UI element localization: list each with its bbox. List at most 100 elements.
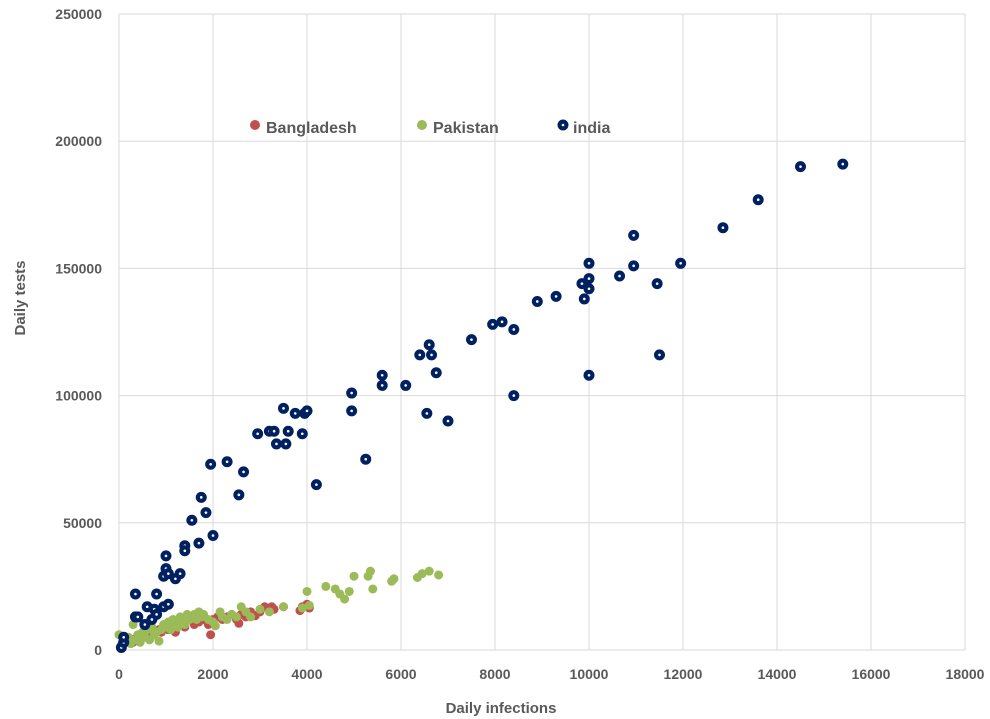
data-point-pakistan bbox=[232, 612, 241, 622]
data-point-india bbox=[400, 379, 412, 391]
y-tick-label: 0 bbox=[94, 642, 102, 658]
data-point-pakistan bbox=[255, 604, 265, 614]
data-point-india bbox=[496, 316, 508, 328]
data-point-india bbox=[654, 349, 665, 361]
data-point-pakistan bbox=[349, 571, 359, 581]
data-point-india bbox=[628, 260, 640, 272]
data-point-india bbox=[583, 369, 595, 381]
data-point-india bbox=[583, 273, 595, 285]
data-point-pakistan bbox=[365, 566, 375, 576]
data-point-india bbox=[376, 379, 388, 391]
legend-marker-bangladesh bbox=[250, 120, 260, 130]
y-tick-label: 150000 bbox=[55, 260, 102, 276]
data-point-pakistan bbox=[340, 594, 350, 604]
data-point-india bbox=[174, 568, 186, 580]
data-point-india bbox=[289, 407, 301, 419]
data-point-india bbox=[132, 611, 144, 623]
data-point-bangladesh bbox=[206, 630, 216, 640]
data-point-india bbox=[151, 608, 163, 620]
data-point-india bbox=[421, 407, 433, 419]
x-axis-title: Daily infections bbox=[446, 700, 557, 717]
data-point-pakistan bbox=[344, 586, 354, 596]
legend-label-pakistan: Pakistan bbox=[433, 120, 499, 137]
legend-label-bangladesh: Bangladesh bbox=[266, 120, 357, 137]
data-point-india bbox=[508, 390, 520, 402]
legend-item-india: india bbox=[557, 119, 610, 137]
x-tick-label: 16000 bbox=[852, 666, 891, 682]
data-point-india bbox=[179, 545, 191, 557]
data-point-india bbox=[162, 598, 174, 610]
x-tick-label: 18000 bbox=[946, 666, 985, 682]
data-point-india bbox=[675, 257, 687, 269]
data-point-pakistan bbox=[302, 586, 312, 596]
data-point-india bbox=[578, 293, 590, 305]
y-tick-label: 200000 bbox=[55, 133, 102, 149]
data-point-india bbox=[430, 367, 442, 379]
data-point-india bbox=[268, 425, 280, 437]
y-tick-labels: 0 50000 100000 150000 200000 250000 bbox=[55, 6, 102, 658]
data-point-india bbox=[118, 631, 130, 643]
data-point-pakistan bbox=[417, 569, 427, 579]
data-point-pakistan bbox=[154, 636, 164, 646]
data-point-india bbox=[252, 428, 264, 440]
y-tick-label: 50000 bbox=[63, 515, 102, 531]
gridlines bbox=[118, 13, 966, 651]
legend: Bangladesh Pakistan india bbox=[250, 119, 610, 137]
x-tick-label: 14000 bbox=[758, 666, 797, 682]
x-tick-label: 0 bbox=[115, 666, 123, 682]
data-point-india bbox=[717, 222, 729, 234]
data-point-india bbox=[221, 456, 233, 468]
x-tick-label: 2000 bbox=[197, 666, 228, 682]
data-point-india bbox=[129, 588, 141, 600]
data-point-india bbox=[628, 229, 640, 241]
data-point-india bbox=[233, 489, 245, 501]
data-point-india bbox=[531, 295, 543, 307]
data-point-india bbox=[207, 530, 219, 542]
data-point-india bbox=[193, 537, 205, 549]
y-axis-title: Daily tests bbox=[12, 260, 29, 335]
data-point-india bbox=[238, 466, 250, 478]
legend-item-pakistan: Pakistan bbox=[417, 120, 499, 137]
data-point-pakistan bbox=[368, 584, 378, 594]
legend-item-bangladesh: Bangladesh bbox=[250, 120, 357, 137]
data-point-india bbox=[278, 402, 289, 414]
x-tick-label: 8000 bbox=[479, 666, 510, 682]
data-point-india bbox=[346, 387, 358, 399]
data-points bbox=[114, 158, 849, 653]
data-point-india bbox=[376, 369, 388, 381]
x-tick-label: 12000 bbox=[664, 666, 703, 682]
data-point-india bbox=[195, 491, 207, 503]
x-tick-label: 10000 bbox=[570, 666, 609, 682]
data-point-india bbox=[282, 425, 294, 437]
x-tick-label: 4000 bbox=[291, 666, 322, 682]
data-point-india bbox=[160, 550, 172, 562]
data-point-india bbox=[583, 257, 595, 269]
data-point-pakistan bbox=[304, 600, 314, 610]
data-point-india bbox=[280, 438, 292, 450]
legend-marker-pakistan bbox=[417, 120, 427, 130]
data-point-india bbox=[550, 290, 562, 302]
data-point-pakistan bbox=[434, 570, 444, 580]
y-tick-label: 100000 bbox=[55, 388, 102, 404]
data-point-india bbox=[583, 283, 595, 295]
data-point-india bbox=[837, 158, 849, 170]
y-tick-label: 250000 bbox=[55, 6, 102, 22]
data-point-india bbox=[487, 318, 499, 330]
data-point-india bbox=[360, 453, 372, 465]
data-point-pakistan bbox=[210, 621, 220, 631]
data-point-pakistan bbox=[279, 602, 288, 612]
data-point-india bbox=[205, 458, 217, 470]
data-point-india bbox=[296, 428, 308, 440]
data-point-india bbox=[614, 270, 626, 282]
data-point-india bbox=[466, 334, 477, 346]
data-point-india bbox=[752, 194, 764, 206]
data-point-india bbox=[301, 405, 313, 417]
data-point-pakistan bbox=[321, 581, 331, 591]
data-point-india bbox=[151, 588, 163, 600]
data-point-india bbox=[414, 349, 426, 361]
data-point-india bbox=[508, 323, 520, 335]
data-point-india bbox=[423, 339, 435, 351]
legend-marker-india-center bbox=[561, 123, 565, 127]
data-point-pakistan bbox=[297, 603, 307, 613]
